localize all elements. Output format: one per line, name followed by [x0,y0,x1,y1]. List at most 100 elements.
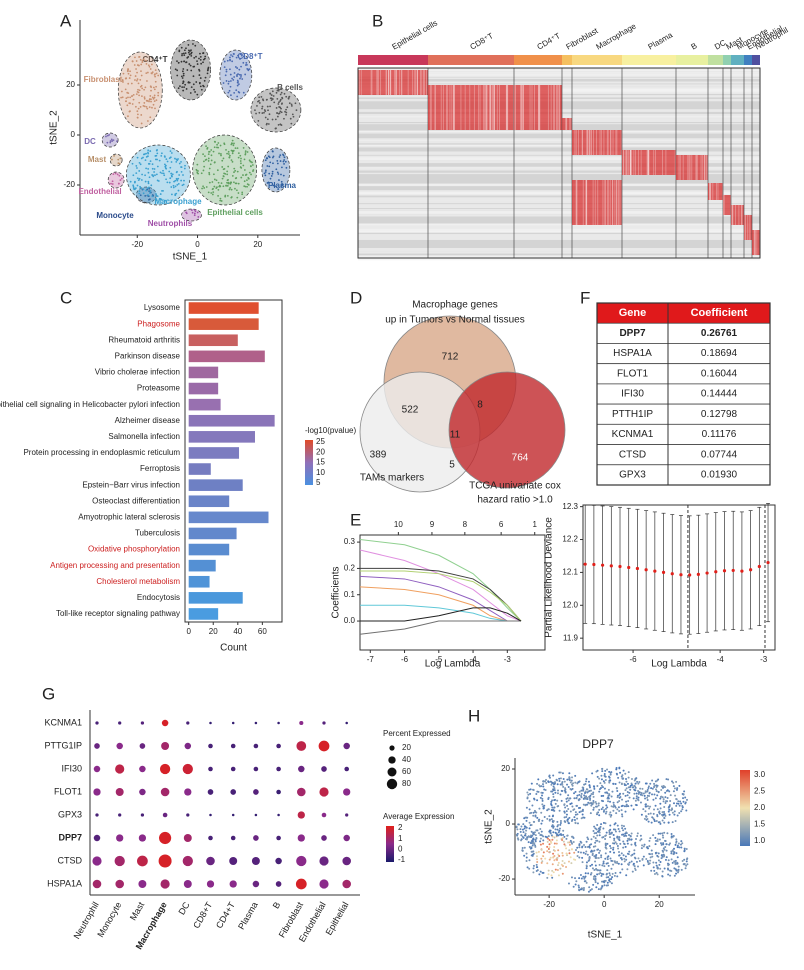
cell-dot [648,853,651,856]
cell-dot [141,95,143,98]
cell-dot [277,173,280,175]
cell-dot [591,863,594,866]
cell-dot [538,784,541,787]
expression-texture [523,85,524,130]
cell-dot [181,184,184,187]
cv-point [714,570,718,574]
cell-dot [229,73,232,76]
colorbar-title: -log10(pvalue) [305,426,356,435]
cell-dot [249,165,252,167]
cell-dot [136,116,139,119]
cell-dot [190,54,193,57]
cell-dot [661,834,664,837]
cell-dot [246,67,249,70]
cell-dot [278,101,280,104]
cell-dot [225,70,228,73]
cell-dot [222,82,225,84]
cell-dot [546,876,549,879]
cell-dot [190,52,192,55]
cell-dot [612,805,615,808]
cell-dot [606,842,609,845]
cell-dot [222,175,225,177]
cell-dot [556,820,559,823]
colorbar-tick-label: 5 [316,478,321,487]
heatmap-stripe [358,226,760,230]
cell-dot [635,777,638,780]
cell-dot [112,173,115,176]
table-cell: 0.18694 [701,348,738,359]
cell-dot [649,859,652,862]
category-label: Macrophage [595,21,638,51]
cell-dot [157,74,160,77]
cell-dot [627,863,630,866]
cell-dot [151,71,154,74]
cell-dot [633,788,636,791]
cell-dot [629,834,632,837]
cell-dot [621,777,624,780]
cell-dot [609,811,612,814]
cell-dot [616,808,619,811]
cell-dot [609,836,612,839]
cell-dot [609,850,612,853]
cell-dot [185,61,188,64]
expression-texture [469,85,471,130]
cell-dot [595,839,598,842]
cell-dot [608,813,611,816]
cell-dot [229,58,231,61]
cell-dot [174,194,177,197]
expression-dot [186,813,190,817]
cell-dot [597,804,600,807]
cell-dot [604,812,607,815]
cell-dot [281,96,283,99]
cell-dot [196,60,198,63]
cell-dot [202,185,204,188]
x-tick-label: -7 [367,655,375,664]
coefficient-path [359,538,522,622]
cell-dot [232,149,235,152]
cell-dot [592,835,595,838]
cell-dot [183,60,186,63]
cell-dot [556,856,559,859]
cell-dot [177,182,180,185]
cell-dot [553,859,556,862]
cell-dot [551,799,554,802]
cell-dot [279,160,282,162]
cell-dot [551,863,554,866]
cell-dot [131,60,134,63]
cell-dot [556,779,559,782]
expression-texture [586,180,588,225]
cell-dot [529,841,532,844]
cell-dot [186,69,189,71]
cv-point [757,564,761,569]
expression-dot [342,879,351,889]
table-cell: CTSD [619,449,646,460]
cell-dot [660,843,663,846]
cell-dot [234,187,236,190]
cell-dot [534,840,537,843]
cell-dot [213,161,216,164]
cell-dot [194,44,197,47]
cell-dot [594,864,597,867]
cell-dot [647,813,650,816]
cell-dot [285,95,288,98]
cell-dot [635,838,638,841]
cell-dot [653,872,656,875]
expression-dot [343,834,350,842]
cell-dot [578,846,581,849]
cell-dot [236,74,238,76]
heatmap-stripe [358,190,760,194]
cell-dot [181,54,183,57]
cell-dot [221,177,224,180]
cell-dot [233,53,235,55]
expression-texture [600,130,602,155]
expression-dot [345,721,348,725]
cell-dot [239,53,242,56]
cell-dot [174,68,177,71]
cell-dot [156,152,159,155]
x-tick-label: 0 [186,627,191,636]
cell-dot [131,103,134,105]
cell-dot [547,848,550,851]
cv-point [592,562,596,567]
cell-dot [571,787,574,790]
cell-dot [231,142,233,145]
